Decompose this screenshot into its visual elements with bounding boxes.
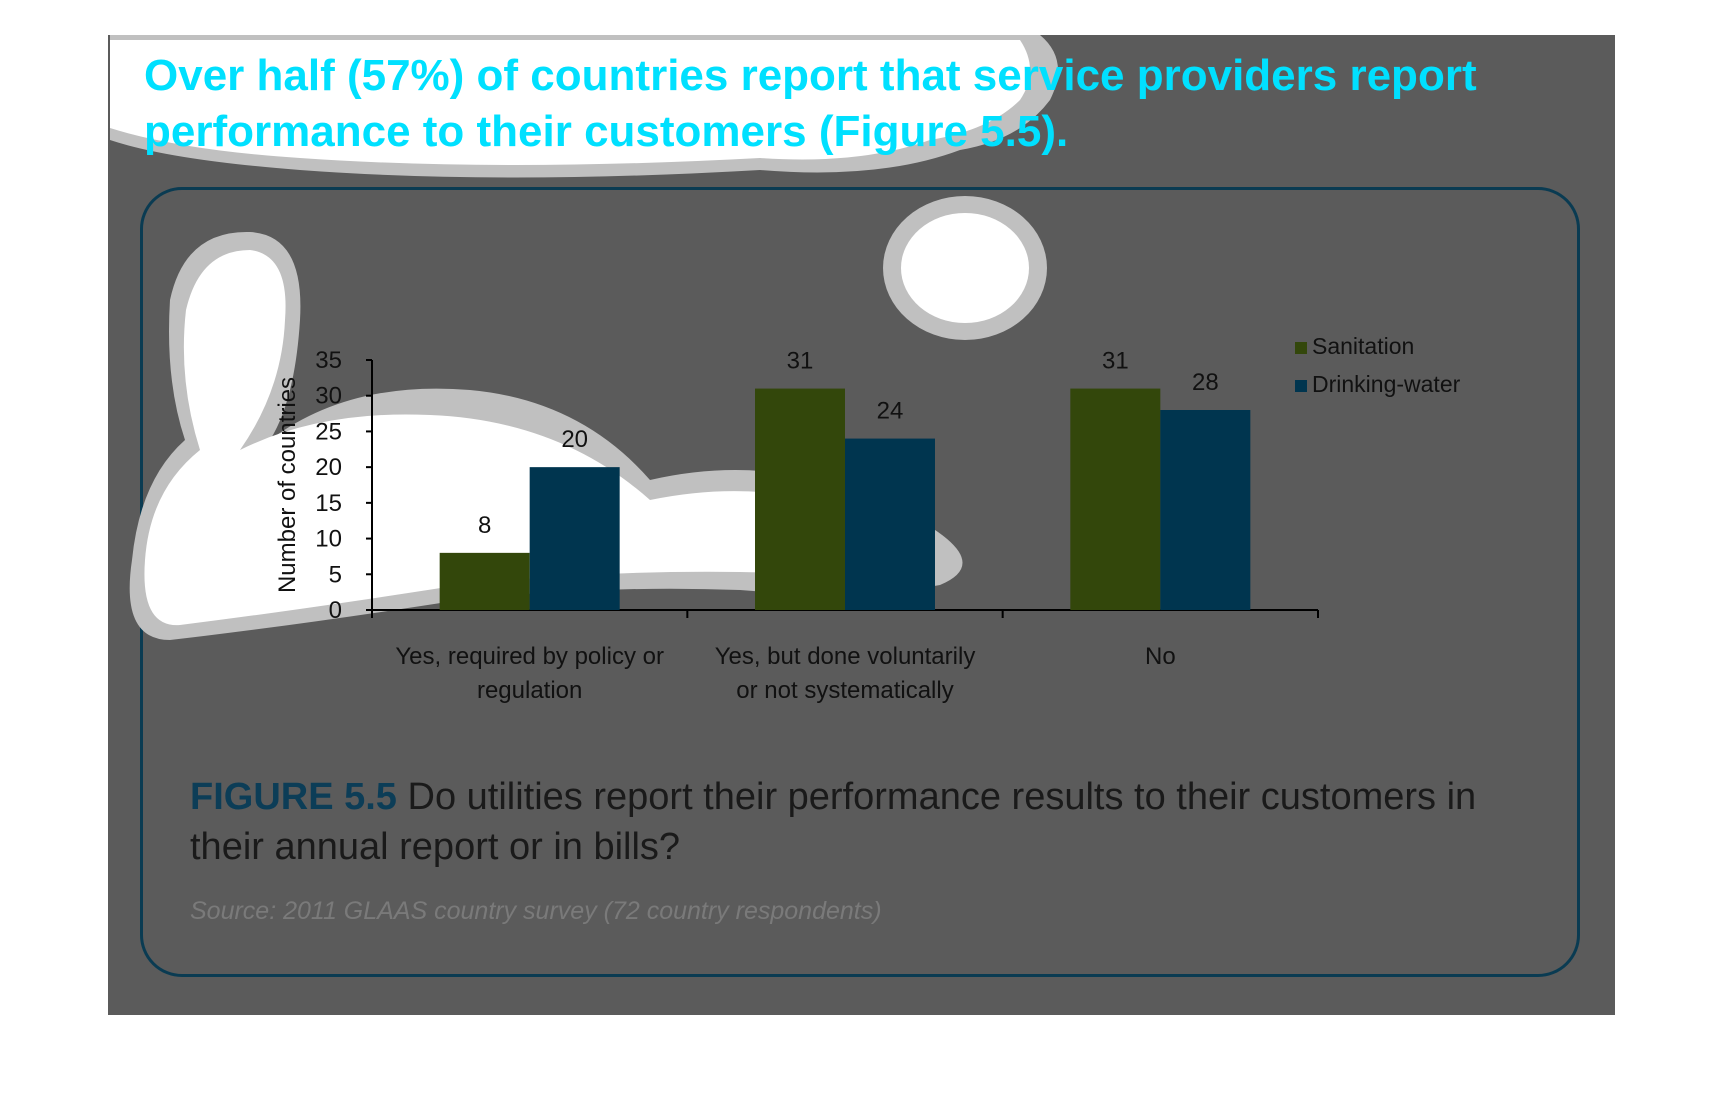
overlay-left-core xyxy=(144,250,929,626)
overlay-top-core xyxy=(110,40,1030,165)
y-tick-label: 15 xyxy=(315,490,342,517)
overlay-small-core xyxy=(901,213,1029,323)
chart-labels: 8 20 Yes, required by policy or regulation 3… xyxy=(395,348,1218,704)
legend-swatch xyxy=(1295,380,1307,392)
y-tick-label: 35 xyxy=(315,347,342,374)
y-tick-label: 5 xyxy=(329,561,342,588)
data-label: 20 xyxy=(561,426,588,453)
bar-drinking-water xyxy=(1160,410,1251,610)
y-axis-title: Number of countries xyxy=(274,377,301,593)
y-tick-label: 25 xyxy=(315,418,342,445)
category-label: No xyxy=(1145,643,1176,670)
figure-caption-text: Do utilities report their performance re… xyxy=(190,776,1477,868)
category-label: Yes, but done voluntarily xyxy=(715,643,976,670)
figure-caption: FIGURE 5.5 Do utilities report their per… xyxy=(190,772,1560,872)
category-label: or not systematically xyxy=(736,677,953,704)
bar-sanitation xyxy=(439,552,530,610)
figure-label: FIGURE 5.5 xyxy=(190,776,397,818)
legend-label: Sanitation xyxy=(1312,333,1414,359)
chart-bars xyxy=(439,388,1251,610)
data-label: 24 xyxy=(877,398,904,425)
bar-drinking-water xyxy=(845,438,935,610)
y-tick-label: 30 xyxy=(315,383,342,410)
category-label: Yes, required by policy or xyxy=(395,643,664,670)
data-label: 8 xyxy=(478,512,491,539)
data-label: 28 xyxy=(1192,369,1219,396)
y-tick-label: 0 xyxy=(329,597,342,624)
data-label: 31 xyxy=(1102,348,1129,375)
y-tick-label: 20 xyxy=(315,454,342,481)
bar-drinking-water xyxy=(529,467,620,610)
figure-source: Source: 2011 GLAAS country survey (72 co… xyxy=(190,897,882,925)
bar-sanitation xyxy=(755,388,845,610)
y-tick-label: 10 xyxy=(315,526,342,553)
chart-legend: Sanitation Drinking-water xyxy=(1295,333,1461,397)
bar-sanitation xyxy=(1070,388,1161,610)
headline: Over half (57%) of countries report that… xyxy=(144,51,1477,156)
category-label: regulation xyxy=(477,677,582,704)
data-label: 31 xyxy=(787,348,814,375)
legend-label: Drinking-water xyxy=(1312,371,1461,397)
legend-swatch xyxy=(1295,342,1307,354)
